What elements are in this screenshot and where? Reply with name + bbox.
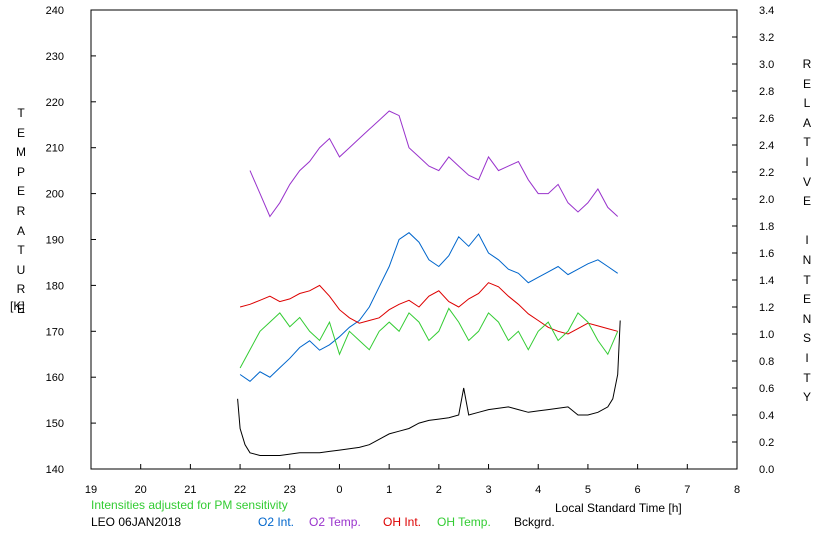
y-left-tick-label: 160 <box>46 372 64 384</box>
y-left-tick-label: 200 <box>46 189 64 201</box>
station-date: LEO 06JAN2018 <box>91 515 182 529</box>
series-line-o2-temp <box>249 110 619 218</box>
y-left-label-letter: R <box>16 203 26 218</box>
series-line-oh-int <box>239 282 618 335</box>
y-right-tick-label: 1.6 <box>759 248 774 260</box>
y-right-label-letter: S <box>802 331 811 346</box>
x-tick-label: 7 <box>684 484 690 496</box>
y-right-label-letter: T <box>803 135 811 150</box>
series-group <box>237 110 621 456</box>
series-line-oh-temp <box>239 307 619 369</box>
x-tick-label: 8 <box>734 484 740 496</box>
y-left-tick-label: 150 <box>46 418 64 430</box>
y-left-tick-label: 230 <box>46 51 64 63</box>
y-right-label-letter: I <box>805 350 809 365</box>
y-left-tick-label: 240 <box>46 5 64 17</box>
y-right-label-letter: E <box>802 292 811 307</box>
y-right-label-letter: E <box>802 76 811 91</box>
x-tick-label: 2 <box>436 484 442 496</box>
x-tick-label: 19 <box>85 484 97 496</box>
y-right-tick-label: 1.2 <box>759 302 774 314</box>
legend-o2-temp: O2 Temp. <box>309 515 361 529</box>
series-line-o2-int <box>239 232 618 382</box>
x-tick-label: 21 <box>184 484 196 496</box>
legend-background: Bckgrd. <box>514 515 555 529</box>
x-tick-label: 23 <box>284 484 296 496</box>
y-right-tick-label: 0.2 <box>759 437 774 449</box>
y-left-label-letter: P <box>16 164 25 179</box>
x-tick-label: 22 <box>234 484 246 496</box>
x-tick-label: 0 <box>336 484 342 496</box>
legend-oh-temp: OH Temp. <box>437 515 491 529</box>
y-right-tick-label: 2.4 <box>759 140 774 152</box>
y-right-tick-label: 2.2 <box>759 167 774 179</box>
y-right-tick-label: 3.0 <box>759 59 774 71</box>
x-tick-label: 20 <box>135 484 147 496</box>
legend-oh-int: OH Int. <box>383 515 422 529</box>
y-right-tick-label: 2.8 <box>759 86 774 98</box>
y-right-label-letter: V <box>802 174 811 189</box>
y-left-label-letter: M <box>16 145 26 160</box>
y-right-label-letter: I <box>805 233 809 248</box>
y-right-tick-label: 0.0 <box>759 464 774 476</box>
y-left-label-letter: T <box>17 106 25 120</box>
y-right-tick-label: 0.4 <box>759 410 774 422</box>
y-right-label-letter: E <box>802 194 811 209</box>
y-right-label-letter <box>797 212 817 232</box>
y-left-tick-label: 140 <box>46 464 64 476</box>
y-right-tick-label: 2.0 <box>759 194 774 206</box>
sensitivity-note: Intensities adjusted for PM sensitivity <box>91 498 288 512</box>
y-right-label-letter: N <box>802 252 812 267</box>
y-left-tick-label: 220 <box>46 97 64 109</box>
y-right-tick-label: 3.2 <box>759 32 774 44</box>
y-right-tick-label: 1.8 <box>759 221 774 233</box>
y-right-label-letter: T <box>803 272 811 287</box>
y-right-label-letter: Y <box>802 390 811 405</box>
x-tick-label: 3 <box>485 484 491 496</box>
y-left-label-letter: E <box>16 184 25 199</box>
y-right-label-letter: N <box>802 311 812 326</box>
legend-o2-int: O2 Int. <box>258 515 295 529</box>
y-right-label-letter: R <box>802 57 812 71</box>
plot-frame <box>90 9 738 470</box>
y-right-tick-label: 0.6 <box>759 383 774 395</box>
y-left-label-letter: A <box>16 223 25 238</box>
x-tick-label: 1 <box>386 484 392 496</box>
y-right-label-letter: I <box>805 154 809 169</box>
x-tick-label: 4 <box>535 484 541 496</box>
y-left-label-letter: U <box>16 262 26 277</box>
y-left-tick-label: 190 <box>46 235 64 247</box>
x-axis-label: Local Standard Time [h] <box>555 501 682 515</box>
y-left-label-letter: R <box>16 282 26 297</box>
y-right-tick-label: 0.8 <box>759 356 774 368</box>
x-tick-label: 6 <box>635 484 641 496</box>
y-right-label-letter: L <box>803 96 811 111</box>
y-right-tick-label: 3.4 <box>759 5 774 17</box>
y-right-label-letter: A <box>802 115 811 130</box>
y-left-label-letter: T <box>17 243 25 258</box>
y-right-tick-label: 1.4 <box>759 275 774 287</box>
series-line-bckgrd <box>237 320 621 456</box>
y-right-label-letter: T <box>803 370 811 385</box>
y-left-tick-label: 180 <box>46 280 64 292</box>
y-axis-left-unit: [K] <box>10 299 25 313</box>
y-left-tick-label: 170 <box>46 326 64 338</box>
x-tick-label: 5 <box>585 484 591 496</box>
y-left-label-letter: E <box>16 301 25 316</box>
y-right-tick-label: 1.0 <box>759 329 774 341</box>
y-right-tick-label: 2.6 <box>759 113 774 125</box>
y-left-label-letter: E <box>16 125 25 140</box>
axes-group: 19 20 21 22 23 0 1 2 3 4 5 6 7 8140150160170180190200… <box>46 5 775 496</box>
y-left-tick-label: 210 <box>46 143 64 155</box>
